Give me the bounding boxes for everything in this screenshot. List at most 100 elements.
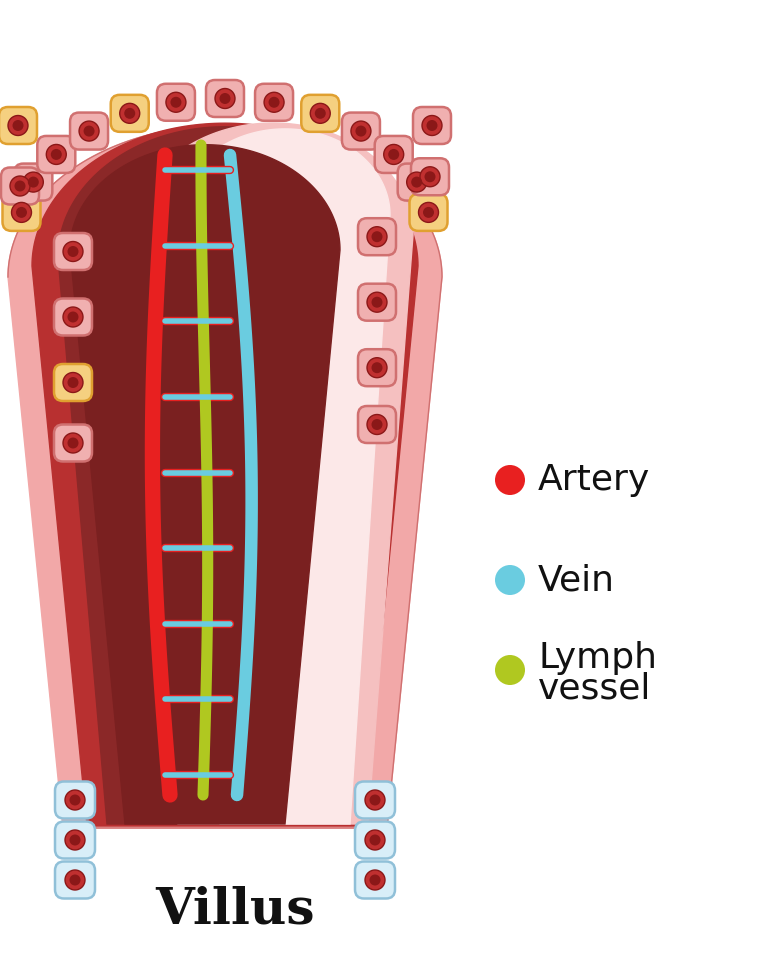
FancyBboxPatch shape [55,781,95,818]
FancyBboxPatch shape [55,861,95,899]
Circle shape [422,116,442,135]
Text: Artery: Artery [538,463,650,497]
FancyBboxPatch shape [358,219,396,255]
Circle shape [63,241,83,262]
FancyBboxPatch shape [358,406,396,443]
FancyBboxPatch shape [358,349,396,386]
Circle shape [495,565,525,595]
Circle shape [315,108,326,119]
Text: Vein: Vein [538,563,615,597]
FancyBboxPatch shape [355,861,395,899]
FancyBboxPatch shape [301,95,339,132]
Circle shape [46,144,66,165]
Circle shape [495,465,525,495]
Circle shape [68,377,78,388]
Circle shape [419,203,439,222]
Circle shape [68,312,78,322]
Circle shape [51,149,61,160]
Polygon shape [70,145,340,824]
Circle shape [367,292,387,313]
FancyBboxPatch shape [38,136,75,172]
Circle shape [70,874,81,886]
Circle shape [372,231,382,242]
Circle shape [65,790,85,810]
Circle shape [426,120,438,131]
Circle shape [367,226,387,247]
Circle shape [166,92,186,113]
FancyBboxPatch shape [54,299,92,335]
Circle shape [367,415,387,434]
Polygon shape [133,123,413,824]
Polygon shape [8,125,442,828]
Circle shape [65,830,85,850]
Polygon shape [180,129,390,824]
FancyBboxPatch shape [15,164,52,201]
FancyBboxPatch shape [358,283,396,320]
Circle shape [124,108,135,119]
Circle shape [425,172,435,182]
Circle shape [68,246,78,257]
Circle shape [70,835,81,846]
Circle shape [16,207,27,218]
Polygon shape [32,123,418,826]
Circle shape [63,307,83,327]
Circle shape [84,125,94,136]
Circle shape [70,795,81,806]
Circle shape [372,297,382,308]
FancyBboxPatch shape [0,107,37,144]
Circle shape [10,176,30,196]
FancyBboxPatch shape [409,194,448,231]
FancyBboxPatch shape [55,821,95,858]
FancyBboxPatch shape [411,158,449,195]
FancyBboxPatch shape [413,107,451,144]
Circle shape [68,437,78,449]
FancyBboxPatch shape [157,83,195,121]
Circle shape [367,358,387,377]
Circle shape [28,176,39,187]
Circle shape [63,372,83,393]
Polygon shape [58,126,392,824]
FancyBboxPatch shape [1,168,39,205]
FancyBboxPatch shape [206,80,244,117]
Circle shape [365,870,385,890]
Text: Villus: Villus [155,886,315,935]
FancyBboxPatch shape [54,364,92,401]
Circle shape [269,97,280,108]
FancyBboxPatch shape [255,83,293,121]
Circle shape [369,874,380,886]
FancyBboxPatch shape [111,95,149,132]
Text: Lymph: Lymph [538,641,657,675]
Circle shape [411,176,422,187]
Circle shape [372,419,382,430]
Circle shape [120,103,140,123]
Circle shape [23,172,43,192]
Circle shape [407,172,427,192]
Circle shape [79,122,99,141]
FancyBboxPatch shape [2,194,41,231]
Circle shape [351,122,371,141]
Circle shape [420,167,440,187]
Circle shape [369,835,380,846]
Circle shape [12,203,31,222]
Circle shape [423,207,434,218]
FancyBboxPatch shape [342,113,380,150]
Circle shape [12,120,24,131]
Circle shape [215,88,235,109]
Circle shape [264,92,284,113]
Circle shape [365,830,385,850]
FancyBboxPatch shape [70,113,108,150]
Circle shape [369,795,380,806]
Circle shape [388,149,399,160]
Circle shape [356,125,366,136]
Circle shape [310,103,330,123]
Circle shape [384,144,404,165]
FancyBboxPatch shape [355,821,395,858]
Circle shape [220,93,230,104]
Circle shape [63,433,83,453]
Circle shape [365,790,385,810]
FancyBboxPatch shape [375,136,412,172]
Circle shape [372,363,382,373]
Circle shape [170,97,181,108]
Circle shape [8,116,28,135]
Text: vessel: vessel [538,671,651,705]
